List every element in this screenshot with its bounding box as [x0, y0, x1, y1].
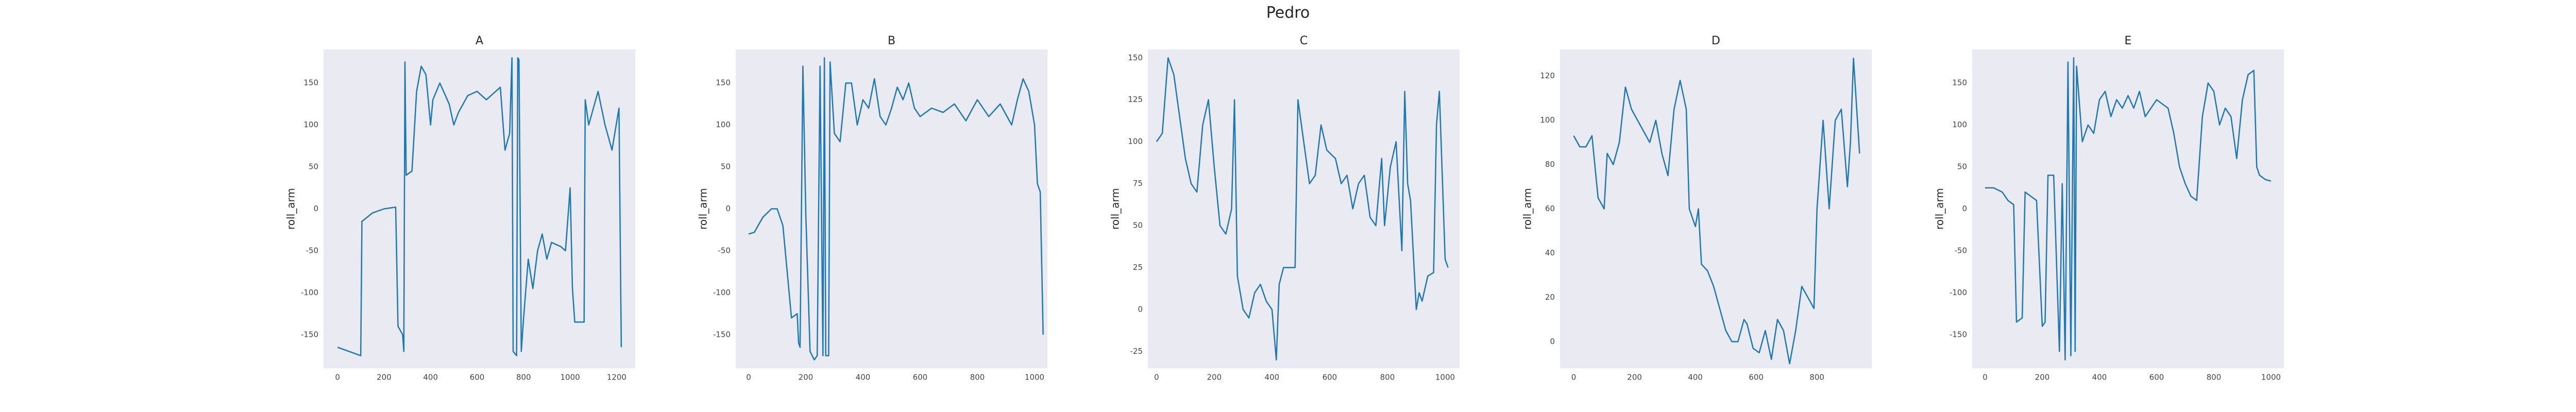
y-tick-label: -150	[713, 330, 731, 339]
y-tick-label: -50	[1955, 246, 1968, 255]
y-tick-label: 100	[716, 120, 731, 129]
plot-area	[1148, 49, 1460, 368]
x-tick-label: 400	[1688, 373, 1703, 382]
y-tick-label: 120	[1540, 71, 1555, 80]
panel-title: A	[476, 35, 483, 47]
y-tick-label: 40	[1545, 248, 1555, 258]
y-tick-label: 75	[1133, 179, 1143, 188]
y-axis-label: roll_arm	[1521, 188, 1534, 230]
x-tick-label: 800	[1809, 373, 1824, 382]
x-tick-label: 800	[516, 373, 531, 382]
y-tick-label: 50	[1133, 221, 1143, 230]
x-tick-label: 200	[2035, 373, 2050, 382]
x-tick-label: 0	[746, 373, 751, 382]
y-tick-label: -100	[301, 288, 318, 297]
x-tick-label: 200	[799, 373, 814, 382]
y-tick-label: 100	[1128, 137, 1143, 146]
x-tick-label: 1000	[1435, 373, 1455, 382]
y-tick-label: -100	[1950, 288, 1967, 297]
y-tick-label: 20	[1545, 293, 1555, 302]
x-tick-label: 200	[1627, 373, 1642, 382]
data-line	[1573, 57, 1860, 365]
figure-title: Pedro	[1266, 4, 1310, 22]
x-tick-label: 400	[423, 373, 438, 382]
panel-title: B	[888, 35, 895, 47]
y-axis-label: roll_arm	[285, 188, 297, 230]
y-axis-label: roll_arm	[697, 188, 709, 230]
y-tick-label: 50	[309, 162, 318, 171]
panel-title: E	[2125, 35, 2132, 47]
x-tick-label: 200	[1207, 373, 1222, 382]
x-tick-label: 800	[970, 373, 985, 382]
y-tick-label: 80	[1545, 160, 1555, 169]
y-tick-label: 0	[1138, 304, 1143, 314]
x-tick-label: 400	[1265, 373, 1280, 382]
y-tick-label: -50	[718, 246, 731, 255]
x-tick-label: 800	[2207, 373, 2222, 382]
x-tick-label: 1000	[1025, 373, 1044, 382]
y-tick-label: -25	[1130, 347, 1143, 356]
data-line	[748, 57, 1044, 360]
plot-area	[1560, 49, 1872, 368]
y-tick-label: 150	[716, 78, 731, 88]
y-tick-label: 0	[1550, 337, 1555, 346]
x-tick-label: 800	[1380, 373, 1395, 382]
x-tick-label: 600	[1323, 373, 1337, 382]
x-tick-label: 600	[1749, 373, 1764, 382]
y-tick-label: 150	[303, 78, 318, 88]
data-line	[1985, 57, 2272, 360]
x-tick-label: 0	[1154, 373, 1159, 382]
y-tick-label: 0	[313, 204, 318, 213]
x-tick-label: 0	[1982, 373, 1988, 382]
y-tick-label: 25	[1133, 263, 1143, 272]
y-tick-label: 125	[1128, 95, 1143, 104]
x-tick-label: 600	[2149, 373, 2164, 382]
x-tick-label: 1000	[560, 373, 580, 382]
plot-area	[324, 49, 635, 368]
y-tick-label: 100	[1540, 115, 1555, 125]
y-axis-label: roll_arm	[1109, 188, 1122, 230]
y-tick-label: 50	[1957, 162, 1967, 171]
y-tick-label: 150	[1952, 78, 1967, 88]
x-tick-label: 400	[2092, 373, 2107, 382]
y-tick-label: 0	[1962, 204, 1967, 213]
y-tick-label: -100	[713, 288, 731, 297]
y-tick-label: 100	[303, 120, 318, 129]
y-tick-label: -150	[1950, 330, 1967, 339]
x-tick-label: 1200	[607, 373, 626, 382]
y-tick-label: 100	[1952, 120, 1967, 129]
y-tick-label: 50	[721, 162, 731, 171]
data-line	[1156, 57, 1449, 360]
plot-area	[736, 49, 1047, 368]
x-tick-label: 400	[856, 373, 871, 382]
x-tick-label: 600	[470, 373, 485, 382]
y-tick-label: -50	[306, 246, 319, 255]
y-tick-label: 0	[725, 204, 731, 213]
y-tick-label: -150	[301, 330, 318, 339]
y-tick-label: 60	[1545, 204, 1555, 213]
y-tick-label: 150	[1128, 53, 1143, 62]
x-tick-label: 200	[377, 373, 392, 382]
x-tick-label: 1000	[2261, 373, 2281, 382]
data-line	[337, 57, 622, 356]
x-tick-label: 600	[913, 373, 928, 382]
x-tick-label: 0	[335, 373, 340, 382]
panel-title: D	[1711, 35, 1720, 47]
panel-title: C	[1300, 35, 1308, 47]
y-axis-label: roll_arm	[1934, 188, 1946, 230]
x-tick-label: 0	[1571, 373, 1577, 382]
